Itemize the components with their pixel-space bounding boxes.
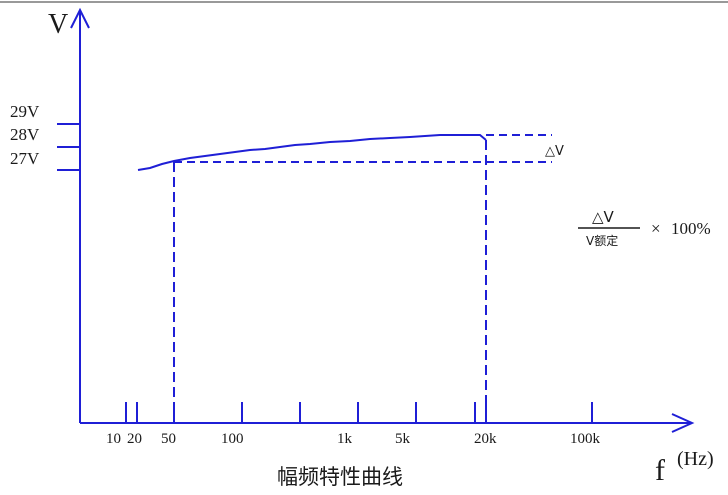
- x-tick-label-100k: 100k: [570, 431, 601, 447]
- x-tick-label-50: 50: [161, 431, 176, 447]
- x-axis-unit: (Hz): [677, 448, 714, 470]
- times-sign: ×: [651, 219, 661, 238]
- x-tick-label-5k: 5k: [395, 431, 411, 447]
- y-axis-arrow: [70, 7, 90, 29]
- x-tick-label-1k: 1k: [337, 431, 353, 447]
- fraction-denominator: V额定: [586, 233, 618, 248]
- y-tick-label-28: 28V: [10, 125, 40, 144]
- y-axis-label: V: [48, 9, 68, 40]
- x-tick-label-100: 100: [221, 431, 244, 447]
- response-curve: [137, 134, 487, 171]
- x-tick-label-20: 20: [127, 431, 142, 447]
- x-tick-label-20k: 20k: [474, 431, 497, 447]
- delta-v-label: △V: [545, 144, 564, 159]
- x-axis-arrow: [671, 413, 695, 433]
- x-axis-label: f: [655, 454, 665, 487]
- percent-value: 100%: [671, 219, 711, 238]
- x-tick-label-10: 10: [106, 431, 121, 447]
- diagram-title: 幅频特性曲线: [277, 465, 403, 489]
- fraction-numerator: △V: [592, 208, 615, 226]
- y-tick-label-27: 27V: [10, 149, 40, 168]
- y-tick-label-29: 29V: [10, 102, 40, 121]
